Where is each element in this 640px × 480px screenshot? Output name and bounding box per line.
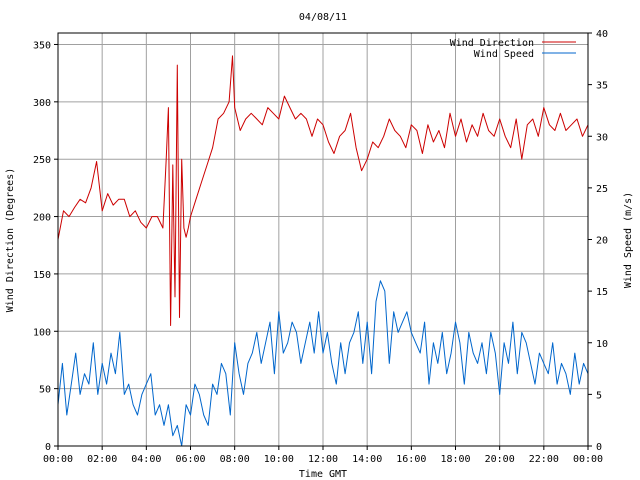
x-tick-label: 02:00 (87, 454, 117, 465)
y-right-tick-label: 35 (596, 81, 608, 92)
y-right-tick-label: 20 (596, 236, 608, 247)
y-right-tick-label: 10 (596, 339, 608, 350)
series-layer (57, 55, 589, 447)
x-tick-label: 06:00 (175, 454, 205, 465)
x-tick-label: 00:00 (43, 454, 73, 465)
y-left-tick-label: 350 (33, 40, 51, 51)
y-left-tick-label: 100 (33, 327, 51, 338)
x-tick-label: 12:00 (308, 454, 338, 465)
x-tick-label: 18:00 (440, 454, 470, 465)
y-right-tick-label: 30 (596, 132, 608, 143)
x-tick-label: 16:00 (396, 454, 426, 465)
y-right-tick-label: 25 (596, 184, 608, 195)
y-axis-left-label: Wind Direction (Degrees) (5, 168, 16, 313)
y-left-tick-label: 0 (45, 442, 51, 453)
y-left-tick-label: 250 (33, 155, 51, 166)
legend-label-wind-speed: Wind Speed (474, 49, 534, 60)
x-axis-label: Time GMT (299, 469, 347, 480)
y-axis-right-label: Wind Speed (m/s) (623, 192, 634, 288)
x-tick-label: 22:00 (529, 454, 559, 465)
x-tick-label: 08:00 (220, 454, 250, 465)
y-left-tick-label: 200 (33, 213, 51, 224)
y-right-tick-label: 40 (596, 29, 608, 40)
y-left-tick-label: 300 (33, 98, 51, 109)
y-left-tick-label: 150 (33, 270, 51, 281)
x-tick-label: 14:00 (352, 454, 382, 465)
x-tick-label: 04:00 (131, 454, 161, 465)
series-line-wind-direction (57, 55, 589, 326)
chart-title: 04/08/11 (299, 12, 347, 23)
tick-layer: 00:00 02:00 04:00 06:00 08:00 10:00 12:00 14:00… (33, 29, 608, 465)
legend: Wind Direction Wind Speed (450, 38, 576, 60)
grid-layer (58, 33, 588, 446)
x-tick-label: 00:00 (573, 454, 603, 465)
y-left-tick-label: 50 (39, 385, 51, 396)
series-line-wind-speed (57, 280, 589, 447)
legend-label-wind-direction: Wind Direction (450, 38, 534, 49)
y-right-tick-label: 5 (596, 390, 602, 401)
x-tick-label: 10:00 (264, 454, 294, 465)
x-tick-label: 20:00 (485, 454, 515, 465)
y-right-tick-label: 15 (596, 287, 608, 298)
y-right-tick-label: 0 (596, 442, 602, 453)
